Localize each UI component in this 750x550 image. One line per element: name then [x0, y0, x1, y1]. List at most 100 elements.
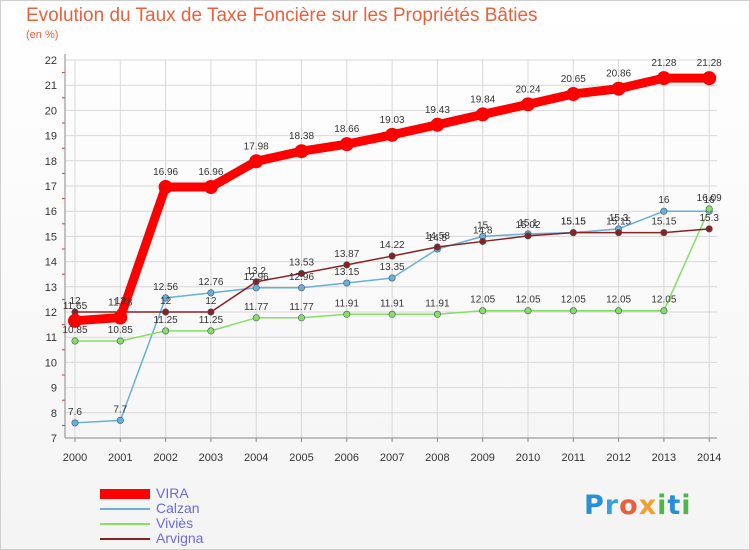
x-tick-label: 2014 [697, 452, 721, 464]
data-point [615, 229, 623, 237]
data-label: 21.28 [651, 58, 676, 69]
data-label: 11.25 [199, 315, 224, 326]
x-tick-label: 2000 [63, 452, 87, 464]
y-tick-label: 16 [45, 206, 57, 218]
data-label: 12.05 [606, 295, 631, 306]
data-point [475, 107, 490, 122]
grid [65, 59, 717, 439]
data-point [656, 71, 671, 86]
x-tick-label: 2001 [108, 452, 132, 464]
data-point [162, 294, 170, 302]
data-point [68, 313, 82, 328]
data-label: 13.15 [334, 267, 359, 278]
data-point [430, 117, 445, 132]
data-point [660, 307, 668, 315]
data-label: 11.77 [289, 302, 314, 313]
data-label: 16.96 [198, 167, 223, 178]
data-label: 11.78 [108, 298, 133, 309]
data-label: 12.76 [198, 277, 223, 288]
data-point [203, 180, 218, 195]
y-tick-label: 21 [45, 80, 57, 92]
data-point [521, 97, 535, 112]
y-tick-label: 18 [45, 156, 57, 168]
data-label: 12 [205, 296, 217, 307]
data-label: 15.15 [651, 217, 676, 228]
data-label: 18.66 [334, 124, 359, 135]
data-label: 20.24 [515, 84, 540, 95]
data-point [207, 308, 215, 316]
data-label: 15.15 [606, 217, 631, 228]
data-point [433, 310, 441, 318]
y-tick-label: 22 [45, 55, 57, 67]
x-tick-label: 2006 [335, 452, 359, 464]
data-label: 15.3 [699, 213, 719, 224]
data-label: 12.05 [470, 295, 495, 306]
data-label: 10.85 [108, 325, 133, 336]
x-tick-label: 2004 [244, 452, 268, 464]
data-point [207, 289, 215, 297]
legend-label: Calzan [156, 500, 200, 516]
data-label: 15.3 [609, 213, 629, 224]
data-label: 14.5 [428, 233, 448, 244]
data-point [71, 419, 79, 427]
data-point [660, 229, 668, 237]
data-label: 19.03 [380, 115, 405, 126]
data-point [524, 307, 532, 315]
data-label: 15.15 [561, 217, 586, 228]
legend-label: Arvigna [156, 530, 204, 546]
y-tick-label: 10 [45, 357, 57, 369]
legend-swatch [100, 538, 150, 540]
y-tick-label: 19 [45, 131, 57, 143]
chart-title: Evolution du Taux de Taxe Foncière sur l… [26, 5, 538, 26]
legend-label: VIRA [156, 485, 189, 501]
data-point [388, 274, 396, 282]
x-tick-label: 2012 [606, 452, 630, 464]
data-point [113, 310, 128, 325]
data-label: 16 [658, 195, 670, 206]
y-tick-label: 11 [46, 332, 57, 344]
data-point [297, 269, 305, 277]
data-label: 12 [69, 296, 81, 307]
data-label: 20.65 [561, 74, 586, 85]
data-label: 15 [477, 220, 489, 231]
proxiti-logo: Proxiti [584, 490, 692, 521]
data-label: 15.15 [561, 217, 586, 228]
data-label: 19.84 [470, 94, 495, 105]
y-tick-label: 7 [51, 433, 57, 445]
data-point [566, 87, 581, 102]
data-label: 12.05 [515, 295, 540, 306]
data-point [116, 416, 124, 424]
data-label: 12 [160, 296, 172, 307]
legend-swatch [100, 489, 150, 499]
data-point [611, 81, 626, 96]
data-label: 10.85 [62, 325, 87, 336]
data-label: 11.91 [380, 298, 405, 309]
data-point [388, 252, 396, 260]
data-label: 7.6 [68, 407, 82, 418]
data-point [297, 284, 305, 292]
y-tick-label: 17 [45, 181, 57, 193]
x-tick-label: 2003 [199, 452, 223, 464]
data-label: 11.77 [244, 302, 269, 313]
data-point [71, 337, 79, 345]
data-label: 19.43 [425, 105, 450, 116]
legend-swatch [100, 508, 150, 510]
data-label: 13.2 [246, 266, 266, 277]
data-point [162, 308, 170, 316]
data-label: 12 [115, 296, 127, 307]
data-label: 14.22 [380, 240, 405, 251]
y-tick-label: 13 [45, 282, 57, 294]
axes: 7 8 9 10 11 12 13 14 15 16 17 18 19 20 21 22 2000 2001 200… [45, 54, 721, 464]
data-point [433, 243, 441, 251]
data-label: 15.02 [515, 220, 540, 231]
data-label: 13.87 [334, 249, 359, 260]
x-tick-label: 2007 [380, 452, 404, 464]
x-tick-label: 2009 [470, 452, 494, 464]
data-label: 12.56 [153, 282, 178, 293]
data-point [569, 307, 577, 315]
logo-letter: P [584, 490, 605, 521]
data-point [249, 154, 264, 169]
data-point [294, 144, 309, 159]
data-point [702, 71, 717, 86]
data-label: 16 [704, 195, 716, 206]
